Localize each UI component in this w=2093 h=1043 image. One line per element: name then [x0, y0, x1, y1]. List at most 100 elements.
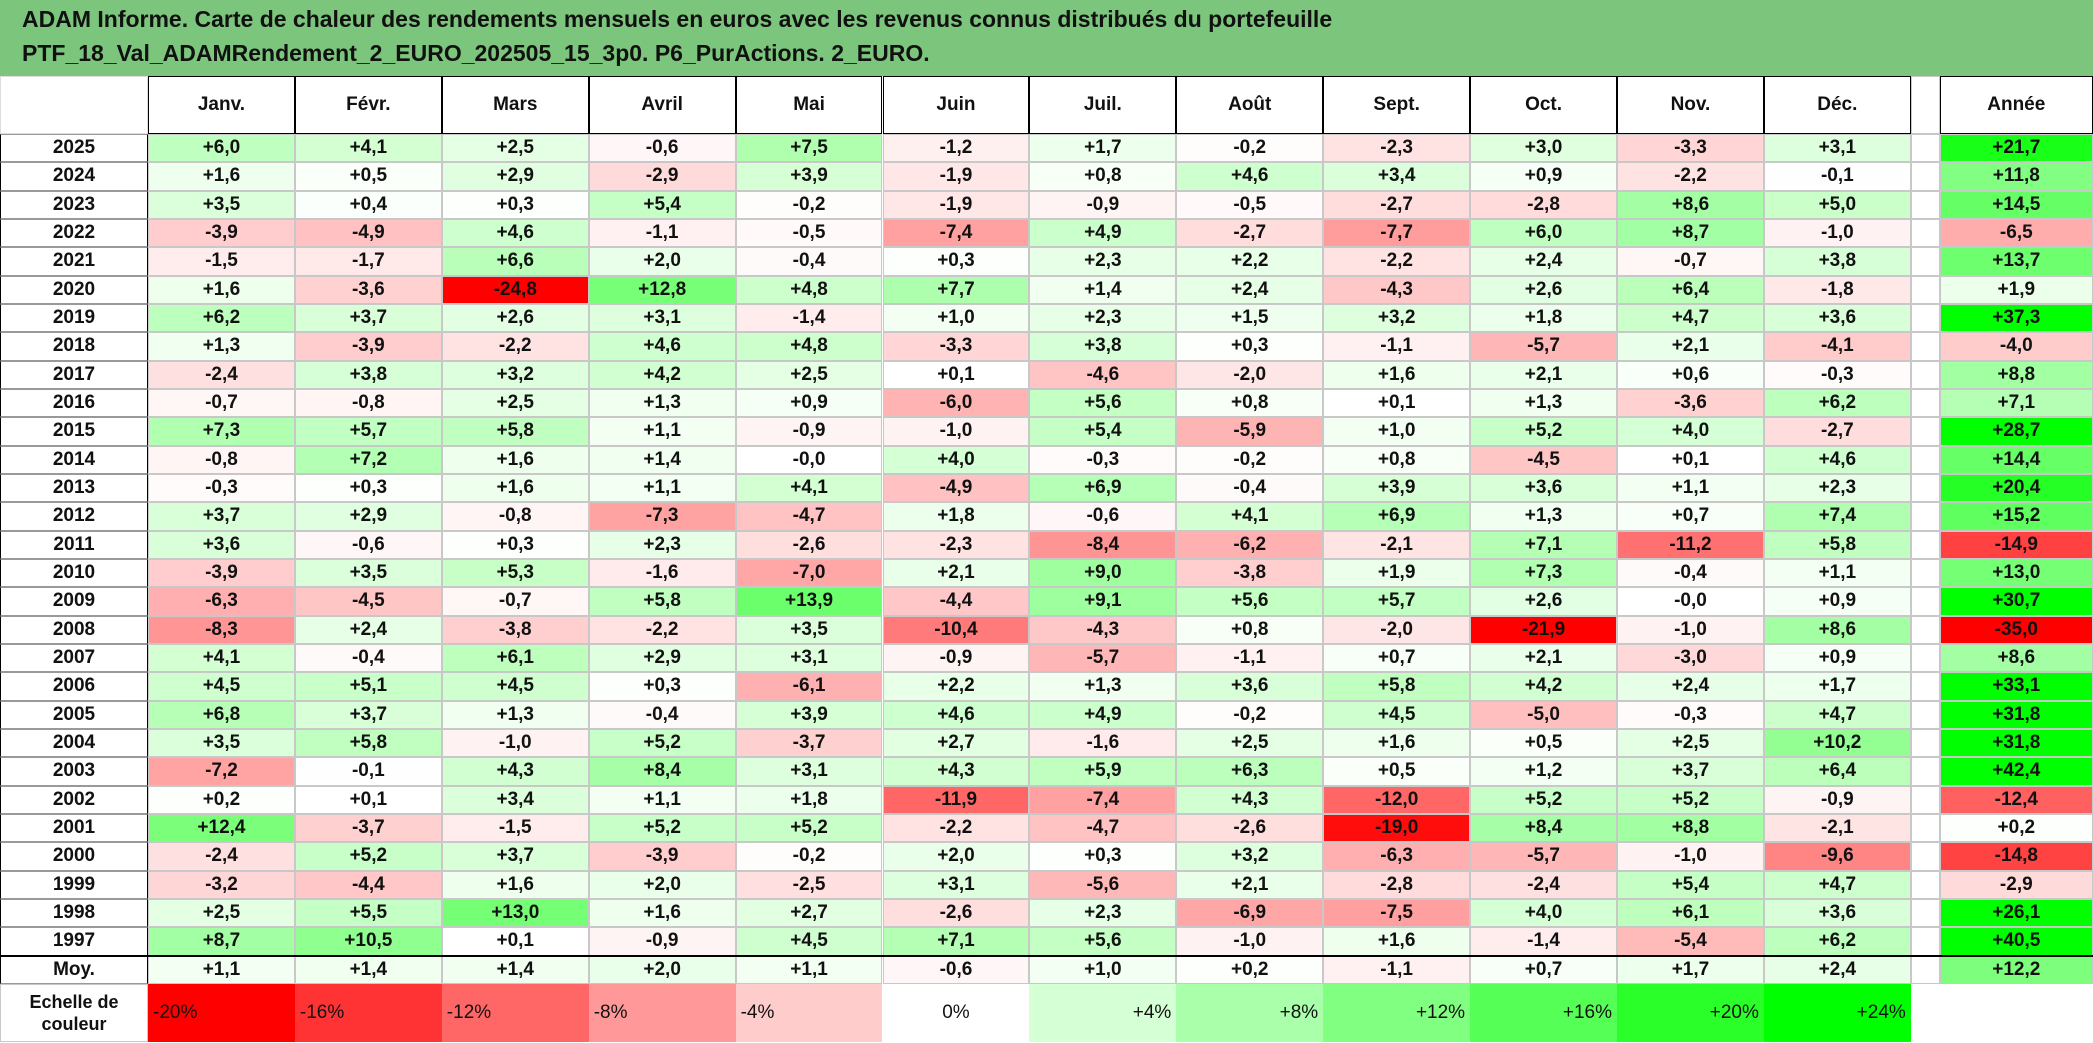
column-header: Août	[1176, 76, 1324, 134]
value-cell: -4,6	[1029, 360, 1177, 389]
row-label: 2007	[0, 643, 148, 673]
value-cell: +33,1	[1939, 672, 2093, 701]
value-cell: +2,0	[588, 870, 736, 899]
value-cell: -3,8	[1176, 558, 1324, 588]
value-cell: -1,0	[1176, 927, 1324, 956]
value-cell: +4,1	[294, 134, 442, 163]
value-cell: -6,3	[148, 587, 295, 616]
value-cell: +7,1	[1939, 388, 2093, 418]
value-cell: +3,8	[294, 360, 442, 389]
value-cell: +0,8	[1323, 445, 1471, 474]
value-cell: +0,3	[1176, 332, 1324, 361]
value-cell: -0,6	[1029, 502, 1177, 531]
value-cell: +2,5	[1176, 728, 1324, 758]
value-cell: +5,6	[1176, 587, 1324, 616]
column-header: Nov.	[1617, 76, 1764, 134]
value-cell: -5,0	[1470, 700, 1617, 729]
value-cell: -19,0	[1323, 813, 1471, 843]
value-cell: +3,2	[1323, 303, 1471, 333]
value-cell: -0,3	[1029, 445, 1177, 474]
value-cell: -0,1	[294, 757, 442, 786]
gap-cell	[1910, 417, 1940, 446]
value-cell: -0,9	[882, 643, 1030, 673]
value-cell: -1,0	[1617, 615, 1764, 644]
value-cell: +1,6	[1323, 360, 1471, 389]
value-cell: +5,1	[294, 672, 442, 701]
row-label: 2020	[0, 275, 148, 304]
value-cell: +4,2	[588, 360, 736, 389]
value-cell: +6,4	[1617, 275, 1764, 304]
value-cell: +2,1	[1617, 332, 1764, 361]
value-cell: -5,7	[1470, 842, 1617, 871]
value-cell: -24,8	[441, 275, 589, 304]
value-cell: -4,7	[1029, 813, 1177, 843]
value-cell: +4,6	[1176, 162, 1324, 191]
value-cell: +31,8	[1939, 700, 2093, 729]
value-cell: -1,4	[1470, 927, 1617, 956]
value-cell: +5,8	[1323, 672, 1471, 701]
value-cell: -2,5	[735, 870, 883, 899]
title-line: ADAM Informe. Carte de chaleur des rende…	[22, 6, 1333, 32]
value-cell: -1,1	[1323, 332, 1471, 361]
value-cell: +5,2	[735, 813, 883, 843]
gap-cell	[1910, 530, 1940, 559]
value-cell: +5,2	[1470, 785, 1617, 814]
row-label: 2011	[0, 530, 148, 559]
value-cell: +3,0	[1470, 134, 1617, 163]
value-cell: +0,2	[1176, 955, 1324, 984]
value-cell: -6,3	[1323, 842, 1471, 871]
value-cell: +5,3	[441, 558, 589, 588]
value-cell: +1,6	[441, 445, 589, 474]
value-cell: +2,9	[441, 162, 589, 191]
value-cell: +1,4	[1029, 275, 1177, 304]
value-cell: -5,6	[1029, 870, 1177, 899]
value-cell: -0,2	[1176, 445, 1324, 474]
value-cell: +3,4	[441, 785, 589, 814]
value-cell: +4,8	[735, 275, 883, 304]
value-cell: +0,9	[1763, 587, 1911, 616]
value-cell: +37,3	[1939, 303, 2093, 333]
value-cell: -0,3	[1763, 360, 1911, 389]
value-cell: +1,8	[882, 502, 1030, 531]
value-cell: +0,2	[1939, 813, 2093, 843]
value-cell: +5,6	[1029, 927, 1177, 956]
heatmap-table: Janv. Févr. Mars Avril Mai Juin Juil. Août Sept.…	[0, 76, 2093, 1043]
value-cell: -9,6	[1763, 842, 1911, 871]
value-cell: +0,9	[1763, 643, 1911, 673]
value-cell: +4,7	[1617, 303, 1764, 333]
value-cell: +10,2	[1763, 728, 1911, 758]
gap-cell	[1910, 870, 1940, 899]
value-cell: +2,5	[441, 134, 589, 163]
row-label: 2012	[0, 502, 148, 531]
value-cell: -2,7	[1763, 417, 1911, 446]
row-label: 2021	[0, 247, 148, 276]
value-cell: +8,6	[1617, 190, 1764, 219]
gap-cell	[1910, 190, 1940, 219]
value-cell: +0,5	[1470, 728, 1617, 758]
value-cell: -7,0	[735, 558, 883, 588]
value-cell: -0,2	[1176, 134, 1324, 163]
value-cell: -0,4	[1617, 558, 1764, 588]
corner-cell	[0, 76, 148, 134]
value-cell: +2,0	[882, 842, 1030, 871]
row-label: 1997	[0, 927, 148, 956]
value-cell: +3,7	[1617, 757, 1764, 786]
value-cell: +2,3	[1029, 303, 1177, 333]
value-cell: +3,1	[735, 757, 883, 786]
value-cell: +42,4	[1939, 757, 2093, 786]
value-cell: -7,4	[1029, 785, 1177, 814]
value-cell: +0,1	[441, 927, 589, 956]
value-cell: -0,9	[1763, 785, 1911, 814]
value-cell: +0,3	[441, 190, 589, 219]
value-cell: -2,2	[441, 332, 589, 361]
column-header: Sept.	[1323, 76, 1471, 134]
gap-cell	[1910, 757, 1940, 786]
row-label: 2013	[0, 473, 148, 503]
gap-cell	[1910, 218, 1940, 248]
value-cell: +40,5	[1939, 927, 2093, 956]
value-cell: +2,5	[148, 898, 295, 928]
value-cell: +3,9	[735, 162, 883, 191]
value-cell: +4,7	[1763, 700, 1911, 729]
row-label: 2004	[0, 728, 148, 758]
